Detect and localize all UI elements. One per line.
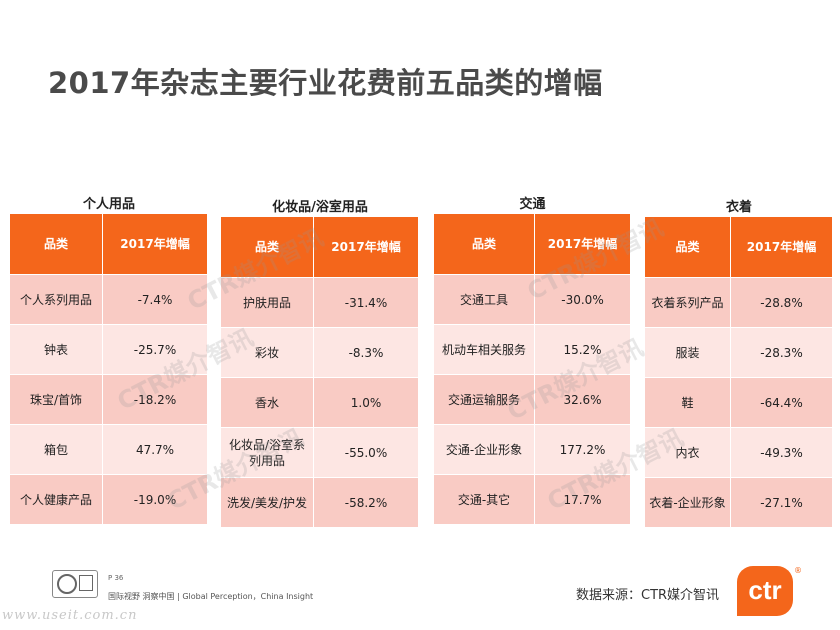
- category-cell: 珠宝/首饰: [10, 375, 103, 425]
- category-cell: 个人系列用品: [10, 275, 103, 325]
- category-cell: 护肤用品: [221, 278, 314, 328]
- group-title-cosmetics: 化妆品/浴室用品: [272, 200, 368, 215]
- table-row: 钟表 -25.7%: [10, 325, 208, 375]
- category-cell: 彩妆: [221, 328, 314, 378]
- growth-cell: -28.8%: [731, 278, 833, 328]
- category-cell: 衣着系列产品: [645, 278, 731, 328]
- category-cell: 机动车相关服务: [434, 325, 535, 375]
- table-row: 衣着-企业形象 -27.1%: [645, 478, 833, 528]
- growth-cell: -28.3%: [731, 328, 833, 378]
- header-category: 品类: [221, 217, 314, 278]
- growth-cell: -64.4%: [731, 378, 833, 428]
- category-cell: 服装: [645, 328, 731, 378]
- category-cell: 箱包: [10, 425, 103, 475]
- table-row: 内衣 -49.3%: [645, 428, 833, 478]
- table-row: 交通运输服务 32.6%: [434, 375, 631, 425]
- growth-cell: -7.4%: [103, 275, 208, 325]
- growth-cell: 47.7%: [103, 425, 208, 475]
- table-row: 箱包 47.7%: [10, 425, 208, 475]
- ctr-logo: ctr: [737, 566, 793, 616]
- table-row: 化妆品/浴室系列用品 -55.0%: [221, 428, 419, 478]
- category-cell: 个人健康产品: [10, 475, 103, 525]
- table-row: 个人健康产品 -19.0%: [10, 475, 208, 525]
- category-cell: 交通-其它: [434, 475, 535, 525]
- header-growth: 2017年增幅: [731, 217, 833, 278]
- table-row: 个人系列用品 -7.4%: [10, 275, 208, 325]
- growth-cell: 177.2%: [535, 425, 631, 475]
- page-title: 2017年杂志主要行业花费前五品类的增幅: [48, 66, 603, 100]
- category-cell: 化妆品/浴室系列用品: [221, 428, 314, 478]
- group-title-personal: 个人用品: [82, 197, 135, 212]
- table-transport: 品类 2017年增幅 交通工具 -30.0% 机动车相关服务 15.2% 交通运输服务…: [434, 214, 631, 525]
- table-row: 衣着系列产品 -28.8%: [645, 278, 833, 328]
- group-title-transport: 交通: [519, 197, 546, 212]
- table-row: 珠宝/首饰 -18.2%: [10, 375, 208, 425]
- certification-badge-icon: [52, 570, 98, 598]
- growth-cell: -25.7%: [103, 325, 208, 375]
- table-row: 护肤用品 -31.4%: [221, 278, 419, 328]
- category-cell: 鞋: [645, 378, 731, 428]
- category-cell: 洗发/美发/护发: [221, 478, 314, 528]
- page-number: P 36: [108, 574, 124, 582]
- table-row: 鞋 -64.4%: [645, 378, 833, 428]
- tagline: 国际视野 洞察中国 | Global Perception，China Insi…: [108, 592, 314, 601]
- table-apparel: 品类 2017年增幅 衣着系列产品 -28.8% 服装 -28.3% 鞋 -64.4% …: [645, 217, 833, 528]
- growth-cell: -8.3%: [314, 328, 419, 378]
- table-row: 机动车相关服务 15.2%: [434, 325, 631, 375]
- growth-cell: -55.0%: [314, 428, 419, 478]
- table-personal: 品类 2017年增幅 个人系列用品 -7.4% 钟表 -25.7% 珠宝/首饰 -18.…: [10, 214, 208, 525]
- growth-cell: -30.0%: [535, 275, 631, 325]
- category-cell: 内衣: [645, 428, 731, 478]
- growth-cell: -18.2%: [103, 375, 208, 425]
- category-cell: 交通-企业形象: [434, 425, 535, 475]
- header-growth: 2017年增幅: [103, 214, 208, 275]
- growth-cell: -49.3%: [731, 428, 833, 478]
- growth-cell: -31.4%: [314, 278, 419, 328]
- growth-cell: 1.0%: [314, 378, 419, 428]
- table-row: 彩妆 -8.3%: [221, 328, 419, 378]
- growth-cell: -58.2%: [314, 478, 419, 528]
- group-title-apparel: 衣着: [725, 200, 752, 215]
- category-cell: 钟表: [10, 325, 103, 375]
- table-cosmetics: 品类 2017年增幅 护肤用品 -31.4% 彩妆 -8.3% 香水 1.0% 化妆品/…: [221, 217, 419, 528]
- header-category: 品类: [645, 217, 731, 278]
- table-row: 交通-企业形象 177.2%: [434, 425, 631, 475]
- header-growth: 2017年增幅: [535, 214, 631, 275]
- table-row: 交通-其它 17.7%: [434, 475, 631, 525]
- header-category: 品类: [434, 214, 535, 275]
- growth-cell: 32.6%: [535, 375, 631, 425]
- category-cell: 衣着-企业形象: [645, 478, 731, 528]
- growth-cell: -27.1%: [731, 478, 833, 528]
- header-category: 品类: [10, 214, 103, 275]
- growth-cell: 15.2%: [535, 325, 631, 375]
- table-row: 服装 -28.3%: [645, 328, 833, 378]
- table-row: 洗发/美发/护发 -58.2%: [221, 478, 419, 528]
- table-row: 交通工具 -30.0%: [434, 275, 631, 325]
- site-watermark: www.useit.com.cn: [2, 608, 138, 623]
- header-growth: 2017年增幅: [314, 217, 419, 278]
- table-row: 香水 1.0%: [221, 378, 419, 428]
- data-source: 数据来源：CTR媒介智讯: [576, 588, 720, 603]
- category-cell: 香水: [221, 378, 314, 428]
- category-cell: 交通运输服务: [434, 375, 535, 425]
- growth-cell: -19.0%: [103, 475, 208, 525]
- category-cell: 交通工具: [434, 275, 535, 325]
- growth-cell: 17.7%: [535, 475, 631, 525]
- registered-mark: ®: [794, 566, 802, 575]
